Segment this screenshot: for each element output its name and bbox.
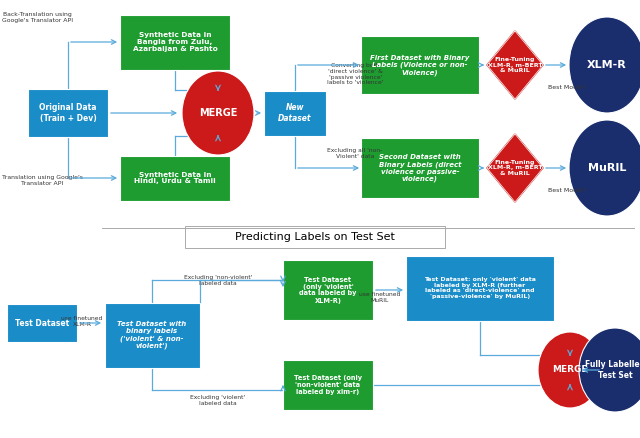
Polygon shape [487,134,543,202]
Text: XLM-R: XLM-R [587,60,627,70]
Text: MuRIL: MuRIL [588,163,626,173]
Text: Best Model?: Best Model? [548,85,586,90]
Text: Excluding 'non-violent'
labeled data: Excluding 'non-violent' labeled data [184,275,252,286]
Text: Excluding all 'non-
Violent' data: Excluding all 'non- Violent' data [327,148,382,159]
Text: Fine-Tuning
XLM-R, m-BERT
& MuRIL: Fine-Tuning XLM-R, m-BERT & MuRIL [488,160,542,177]
FancyBboxPatch shape [185,226,445,248]
Text: Original Data
(Train + Dev): Original Data (Train + Dev) [39,103,97,123]
FancyBboxPatch shape [361,138,479,198]
FancyBboxPatch shape [406,255,554,321]
Text: Predicting Labels on Test Set: Predicting Labels on Test Set [235,232,395,242]
Text: Test Dataset with
binary labels
('violent' & non-
violent'): Test Dataset with binary labels ('violen… [117,321,187,349]
Text: Synthetic Data in
Hindi, Urdu & Tamil: Synthetic Data in Hindi, Urdu & Tamil [134,172,216,184]
Text: MERGE: MERGE [199,108,237,118]
FancyBboxPatch shape [120,14,230,70]
Text: Test Dataset: Test Dataset [15,318,69,328]
Text: Test Dataset: only 'violent' data
labeled by XLM-R (further
labeled as 'direct-v: Test Dataset: only 'violent' data labele… [424,277,536,299]
Text: Fully Labelled
Test Set: Fully Labelled Test Set [585,360,640,380]
FancyBboxPatch shape [361,36,479,94]
Ellipse shape [569,120,640,216]
FancyBboxPatch shape [28,89,108,137]
Text: Back-Translation using
Google's Translator API: Back-Translation using Google's Translat… [2,12,73,23]
Ellipse shape [569,17,640,113]
Text: Test Dataset (only
'non-violent' data
labeled by xlm-r): Test Dataset (only 'non-violent' data la… [294,375,362,395]
Text: First Dataset with Binary
Labels (Violence or non-
Violence): First Dataset with Binary Labels (Violen… [371,54,470,75]
Text: Converting both
'direct violence' &
'passive violence'
labels to 'violence': Converting both 'direct violence' & 'pas… [327,63,383,85]
Text: Best Model?: Best Model? [548,188,586,193]
Text: use finetuned
MuRIL: use finetuned MuRIL [359,292,401,303]
FancyBboxPatch shape [283,360,373,410]
Text: use finetuned
XLM-R: use finetuned XLM-R [61,316,102,327]
Ellipse shape [182,71,254,155]
FancyBboxPatch shape [7,304,77,342]
Text: Excluding 'violent'
labeled data: Excluding 'violent' labeled data [190,395,246,406]
FancyBboxPatch shape [120,155,230,201]
Text: Translation using Google's
Translator API: Translation using Google's Translator AP… [2,175,83,186]
Ellipse shape [579,328,640,412]
Ellipse shape [538,332,602,408]
Text: New
Dataset: New Dataset [278,103,312,123]
Text: Fine-Tuning
XLM-R, m-BERT
& MuRIL: Fine-Tuning XLM-R, m-BERT & MuRIL [488,57,542,73]
Text: Synthetic Data in
Bangla from Zulu,
Azarbaijan & Pashto: Synthetic Data in Bangla from Zulu, Azar… [132,32,218,52]
FancyBboxPatch shape [283,260,373,320]
Text: Test Dataset
(only 'violent'
data labeled by
XLM-R): Test Dataset (only 'violent' data labele… [300,276,356,304]
Text: Second Dataset with
Binary Labels (direct
violence or passive-
violence): Second Dataset with Binary Labels (direc… [379,154,461,182]
FancyBboxPatch shape [104,303,200,367]
FancyBboxPatch shape [264,91,326,135]
Polygon shape [487,31,543,99]
Text: MERGE: MERGE [552,365,588,374]
